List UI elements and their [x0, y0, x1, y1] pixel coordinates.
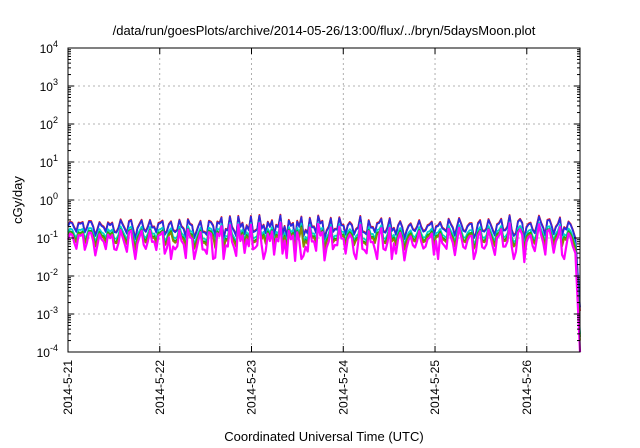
x-axis-label: Coordinated Universal Time (UTC)	[224, 429, 423, 444]
y-tick-label: 10-1	[37, 229, 58, 246]
y-tick-label: 104	[40, 39, 58, 56]
y-axis-label: cGy/day	[10, 176, 25, 224]
x-tick-label: 2014-5-25	[428, 360, 442, 415]
x-ticks: 2014-5-21 2014-5-22 2014-5-23 2014-5-24 2014…	[61, 48, 534, 415]
y-tick-label: 10-2	[37, 267, 58, 284]
y-tick-label: 101	[40, 153, 58, 170]
x-tick-label: 2014-5-22	[153, 360, 167, 415]
y-ticks: 104 103 102 101 100 10-1 10-2 10-3 10-4	[37, 39, 580, 360]
y-tick-label: 102	[40, 115, 58, 132]
series-line-2	[67, 214, 581, 308]
y-tick-label: 100	[40, 191, 58, 208]
x-tick-label: 2014-5-24	[336, 360, 350, 415]
series-line-3	[67, 220, 581, 334]
grid	[68, 48, 580, 352]
y-tick-label: 10-4	[37, 343, 58, 360]
x-tick-label: 2014-5-23	[245, 360, 259, 415]
x-tick-label: 2014-5-21	[61, 360, 75, 415]
y-tick-label: 10-3	[37, 305, 58, 322]
x-tick-label: 2014-5-26	[520, 360, 534, 415]
series-lines	[66, 213, 582, 353]
chart-title: /data/run/goesPlots/archive/2014-05-26/1…	[113, 23, 536, 38]
y-tick-label: 103	[40, 77, 58, 94]
series-line-6	[66, 221, 582, 353]
